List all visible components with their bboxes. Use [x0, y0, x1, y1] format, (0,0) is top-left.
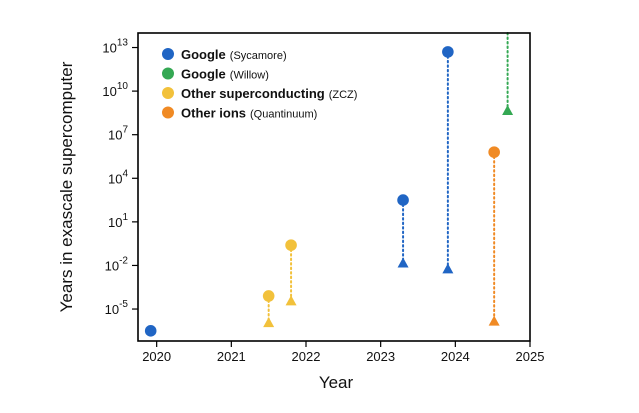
- other-ions-legend-label: Other ions (Quantinuum): [181, 106, 317, 121]
- legend-series-name: Google: [181, 67, 226, 82]
- other-superconducting-circle-point: [262, 290, 275, 302]
- legend-series-name: Other ions: [181, 106, 246, 121]
- legend-series-detail: (ZCZ): [329, 89, 358, 101]
- other-superconducting-legend-marker: [162, 87, 174, 99]
- legend-series-detail: (Willow): [230, 70, 269, 82]
- x-tick-label: 2020: [142, 349, 171, 364]
- y-tick-exponent: 10: [117, 81, 129, 92]
- y-tick-exponent: -5: [119, 299, 128, 310]
- legend-series-detail: (Sycamore): [230, 50, 287, 62]
- x-tick-label: 2023: [366, 349, 395, 364]
- x-tick-label: 2025: [516, 349, 545, 364]
- y-tick-exponent: 13: [117, 38, 129, 49]
- y-tick-exponent: 7: [122, 125, 128, 136]
- google-willow-legend-marker: [162, 67, 174, 80]
- y-tick-label: 10-2: [105, 255, 129, 273]
- google-sycamore-circle-point: [144, 325, 157, 337]
- legend: Google (Sycamore) Google (Willow) Other supe…: [162, 47, 357, 121]
- x-axis-ticks: 2020 2021 2022 2023 2024 2025: [142, 341, 544, 364]
- plot-frame: [137, 32, 531, 342]
- y-tick-exponent: 4: [122, 168, 128, 179]
- y-tick-base: 10: [105, 302, 119, 317]
- x-tick-label: 2022: [292, 349, 321, 364]
- other-ions-triangle-point: [488, 315, 500, 326]
- y-tick-label: 101: [108, 212, 128, 230]
- other-ions-circle-point: [488, 146, 500, 158]
- google-sycamore-triangle-point: [442, 263, 454, 274]
- data-marks: [144, 32, 514, 337]
- google-sycamore-circle-point: [397, 194, 409, 206]
- google-sycamore-legend-label: Google (Sycamore): [181, 47, 287, 62]
- y-tick-label: 107: [108, 125, 128, 143]
- x-tick-label: 2021: [217, 349, 246, 364]
- legend-series-name: Google: [181, 47, 226, 62]
- y-tick-base: 10: [108, 128, 122, 143]
- legend-series-detail: (Quantinuum): [250, 109, 317, 121]
- other-superconducting-legend-label: Other superconducting (ZCZ): [181, 86, 357, 101]
- y-tick-exponent: -2: [119, 255, 128, 266]
- google-sycamore-circle-point: [442, 46, 454, 58]
- google-willow-triangle-point: [502, 105, 514, 115]
- other-superconducting-triangle-point: [285, 295, 297, 306]
- other-superconducting-triangle-point: [263, 317, 275, 328]
- other-ions-legend-marker: [162, 106, 174, 119]
- other-superconducting-circle-point: [285, 239, 297, 251]
- google-sycamore-legend-marker: [162, 48, 174, 60]
- y-tick-base: 10: [108, 171, 122, 186]
- google-willow-legend-label: Google (Willow): [181, 67, 269, 82]
- google-sycamore-triangle-point: [397, 257, 409, 268]
- y-tick-exponent: 1: [122, 212, 128, 223]
- y-tick-label: 104: [108, 168, 128, 186]
- y-tick-base: 10: [102, 41, 116, 56]
- y-axis-title: Years in exascale supercomputer: [57, 61, 76, 312]
- legend-series-name: Other superconducting: [181, 86, 325, 101]
- y-tick-label: 1013: [102, 38, 128, 56]
- x-tick-label: 2024: [441, 349, 470, 364]
- y-tick-base: 10: [108, 215, 122, 230]
- y-tick-label: 10-5: [105, 299, 129, 317]
- y-tick-base: 10: [102, 84, 116, 99]
- y-tick-label: 1010: [102, 81, 128, 99]
- x-axis-title: Year: [319, 373, 354, 392]
- y-tick-base: 10: [105, 258, 119, 273]
